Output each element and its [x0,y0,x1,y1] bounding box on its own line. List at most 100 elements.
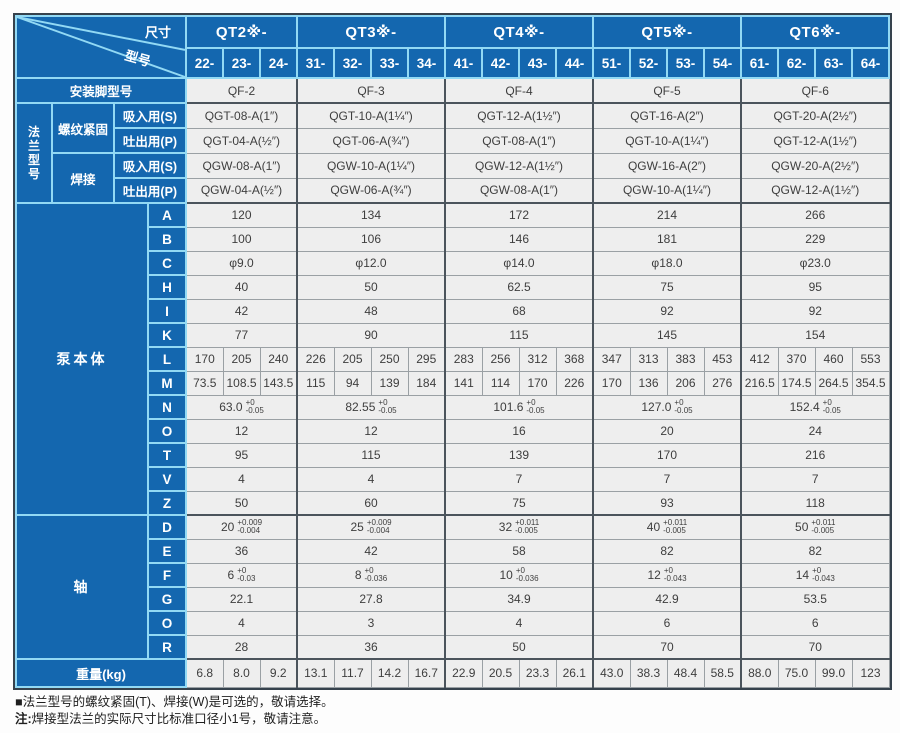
sub-header-cell: 51- [592,47,631,79]
value-cell: 93 [592,490,742,516]
value-cell: 106 [296,226,446,252]
sub-header-cell: 61- [740,47,779,79]
value-cell: φ23.0 [740,250,890,276]
value-cell: 28 [185,634,298,660]
value-cell: 73.5 [185,370,224,396]
value-cell: 92 [592,298,742,324]
value-cell: 229 [740,226,890,252]
flange-value-cell: QGW-06-A(¾″) [296,177,446,204]
value-cell: 266 [740,202,890,228]
value-cell: 4 [185,610,298,636]
value-cell: 70 [592,634,742,660]
mount-value-cell: QF-2 [185,77,298,104]
flange-value-cell: QGW-08-A(1″) [185,152,298,179]
value-cell: 3 [296,610,446,636]
sub-header-cell: 22- [185,47,224,79]
weight-value-cell: 43.0 [592,658,631,688]
value-cell: 216.5 [740,370,779,396]
value-cell: 16 [444,418,594,444]
weight-value-cell: 38.3 [629,658,668,688]
tolerance-cell: 25 +0.009 -0.004 [296,514,446,540]
value-cell: 115 [444,322,594,348]
value-cell: 214 [592,202,742,228]
value-cell: 170 [592,370,631,396]
tolerance-cell: 14 +0 -0.043 [740,562,890,588]
sub-header-cell: 42- [481,47,520,79]
shaft-section-label-cell: 轴 [15,514,149,660]
flange-value-cell: QGW-12-A(1½″) [740,177,890,204]
tolerance-cell: 10 +0 -0.036 [444,562,594,588]
flange-value-cell: QGW-10-A(1¼″) [592,177,742,204]
value-cell: 36 [296,634,446,660]
row-letter-cell: G [147,586,187,612]
value-cell: 184 [407,370,446,396]
value-cell: 82 [592,538,742,564]
value-cell: 283 [444,346,483,372]
value-cell: 226 [296,346,335,372]
mount-value-cell: QF-6 [740,77,890,104]
weight-value-cell: 8.0 [222,658,261,688]
note-bullet: ■ [15,695,23,709]
value-cell: 170 [185,346,224,372]
tolerance-cell: 152.4 +0 -0.05 [740,394,890,420]
flange-value-cell: QGT-10-A(1¼″) [296,102,446,129]
value-cell: 20 [592,418,742,444]
flange-value-cell: QGT-08-A(1″) [185,102,298,129]
value-cell: 50 [185,490,298,516]
pump-body-section-label-cell: 泵本体 [15,202,149,516]
weight-value-cell: 6.8 [185,658,224,688]
flange-method-cell: 螺纹紧固 [51,102,115,154]
value-cell: 36 [185,538,298,564]
value-cell: 48 [296,298,446,324]
weight-value-cell: 9.2 [259,658,298,688]
mount-value-cell: QF-4 [444,77,594,104]
flange-value-cell: QGT-08-A(1″) [444,127,594,154]
value-cell: 354.5 [851,370,890,396]
sub-header-cell: 63- [814,47,853,79]
value-cell: 453 [703,346,742,372]
value-cell: 94 [333,370,372,396]
flange-value-cell: QGW-20-A(2½″) [740,152,890,179]
value-cell: 181 [592,226,742,252]
flange-row-label-cell: 吸入用(S) [113,102,187,129]
value-cell: 347 [592,346,631,372]
value-cell: 7 [444,466,594,492]
value-cell: 42 [296,538,446,564]
row-letter-cell: L [147,346,187,372]
row-letter-cell: D [147,514,187,540]
row-letter-cell: K [147,322,187,348]
weight-value-cell: 123 [851,658,890,688]
row-letter-cell: B [147,226,187,252]
value-cell: 108.5 [222,370,261,396]
row-letter-cell: M [147,370,187,396]
flange-value-cell: QGT-06-A(¾″) [296,127,446,154]
value-cell: 139 [444,442,594,468]
value-cell: 77 [185,322,298,348]
row-letter-cell: H [147,274,187,300]
tolerance-cell: 101.6 +0 -0.05 [444,394,594,420]
flange-method-cell: 焊接 [51,152,115,204]
value-cell: 4 [444,610,594,636]
sub-header-cell: 31- [296,47,335,79]
value-cell: 295 [407,346,446,372]
value-cell: 50 [444,634,594,660]
value-cell: φ9.0 [185,250,298,276]
sub-header-cell: 24- [259,47,298,79]
sub-header-cell: 41- [444,47,483,79]
tolerance-cell: 6 +0 -0.03 [185,562,298,588]
value-cell: 12 [296,418,446,444]
value-cell: 42 [185,298,298,324]
value-cell: 139 [370,370,409,396]
value-cell: 146 [444,226,594,252]
spec-table-wrap: 尺寸 型号 QT2※- QT3※- QT4※- QT5※- QT6※- 22- 23- 24- 31… [13,13,892,690]
value-cell: 206 [666,370,705,396]
value-cell: φ18.0 [592,250,742,276]
note-text: 焊接型法兰的实际尺寸比标准口径小1号，敬请注意。 [31,712,327,726]
value-cell: 92 [740,298,890,324]
value-cell: 27.8 [296,586,446,612]
tolerance-cell: 8 +0 -0.036 [296,562,446,588]
flange-value-cell: QGT-16-A(2″) [592,102,742,129]
sub-header-cell: 44- [555,47,594,79]
weight-value-cell: 48.4 [666,658,705,688]
flange-value-cell: QGT-10-A(1¼″) [592,127,742,154]
